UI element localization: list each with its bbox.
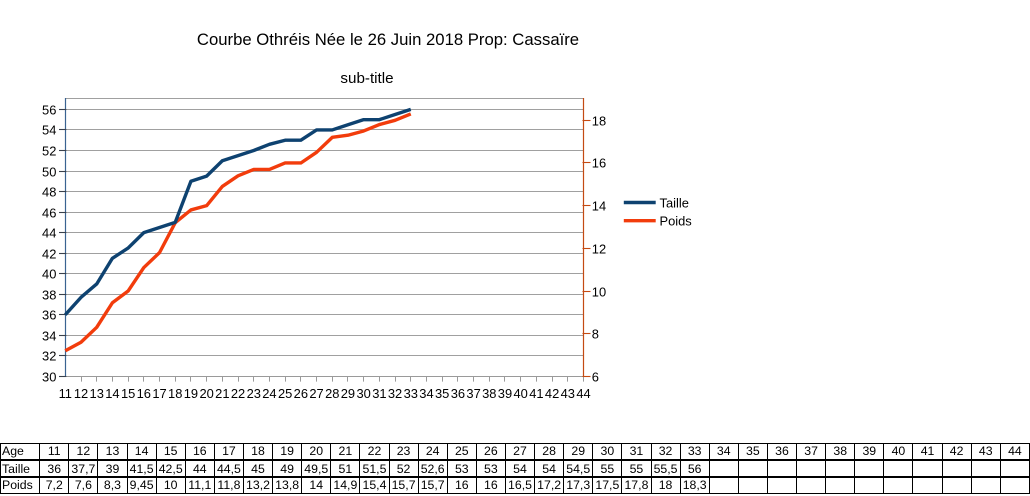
- svg-text:16: 16: [137, 386, 151, 401]
- svg-text:13: 13: [90, 386, 104, 401]
- svg-text:44: 44: [42, 226, 56, 241]
- svg-text:34: 34: [419, 386, 433, 401]
- svg-text:32: 32: [42, 349, 56, 364]
- svg-text:18: 18: [592, 114, 606, 129]
- svg-text:sub-title: sub-title: [340, 70, 393, 87]
- svg-text:33: 33: [404, 386, 418, 401]
- svg-text:40: 40: [42, 267, 56, 282]
- svg-text:38: 38: [482, 386, 496, 401]
- svg-text:44: 44: [576, 386, 590, 401]
- svg-text:37: 37: [466, 386, 480, 401]
- svg-text:56: 56: [42, 103, 56, 118]
- svg-text:16: 16: [592, 156, 606, 171]
- svg-text:52: 52: [42, 144, 56, 159]
- svg-text:46: 46: [42, 206, 56, 221]
- svg-text:31: 31: [372, 386, 386, 401]
- svg-text:54: 54: [42, 123, 56, 138]
- svg-text:36: 36: [451, 386, 465, 401]
- svg-text:26: 26: [294, 386, 308, 401]
- svg-text:42: 42: [42, 247, 56, 262]
- svg-text:40: 40: [514, 386, 528, 401]
- svg-text:30: 30: [42, 370, 56, 385]
- svg-text:24: 24: [262, 386, 276, 401]
- svg-text:35: 35: [435, 386, 449, 401]
- svg-text:30: 30: [356, 386, 370, 401]
- svg-text:20: 20: [199, 386, 213, 401]
- svg-text:17: 17: [152, 386, 166, 401]
- svg-text:39: 39: [498, 386, 512, 401]
- svg-text:32: 32: [388, 386, 402, 401]
- svg-text:19: 19: [184, 386, 198, 401]
- svg-text:43: 43: [561, 386, 575, 401]
- svg-text:12: 12: [74, 386, 88, 401]
- svg-text:14: 14: [105, 386, 119, 401]
- svg-text:23: 23: [247, 386, 261, 401]
- svg-text:29: 29: [341, 386, 355, 401]
- svg-text:42: 42: [545, 386, 559, 401]
- svg-text:6: 6: [592, 370, 599, 385]
- svg-text:36: 36: [42, 308, 56, 323]
- svg-text:25: 25: [278, 386, 292, 401]
- svg-text:27: 27: [309, 386, 323, 401]
- svg-text:34: 34: [42, 329, 56, 344]
- svg-text:22: 22: [231, 386, 245, 401]
- svg-text:Poids: Poids: [660, 214, 692, 229]
- svg-text:12: 12: [592, 242, 606, 257]
- svg-text:50: 50: [42, 165, 56, 180]
- svg-text:38: 38: [42, 288, 56, 303]
- svg-text:14: 14: [592, 199, 606, 214]
- svg-text:41: 41: [529, 386, 543, 401]
- svg-text:18: 18: [168, 386, 182, 401]
- svg-text:28: 28: [325, 386, 339, 401]
- svg-text:Courbe Othréis Née le 26 Juin: Courbe Othréis Née le 26 Juin 2018 Prop:…: [197, 30, 579, 49]
- svg-text:8: 8: [592, 327, 599, 342]
- svg-text:10: 10: [592, 285, 606, 300]
- svg-text:15: 15: [121, 386, 135, 401]
- svg-text:11: 11: [59, 386, 72, 401]
- svg-text:21: 21: [215, 386, 229, 401]
- svg-text:48: 48: [42, 185, 56, 200]
- svg-text:Taille: Taille: [660, 195, 689, 210]
